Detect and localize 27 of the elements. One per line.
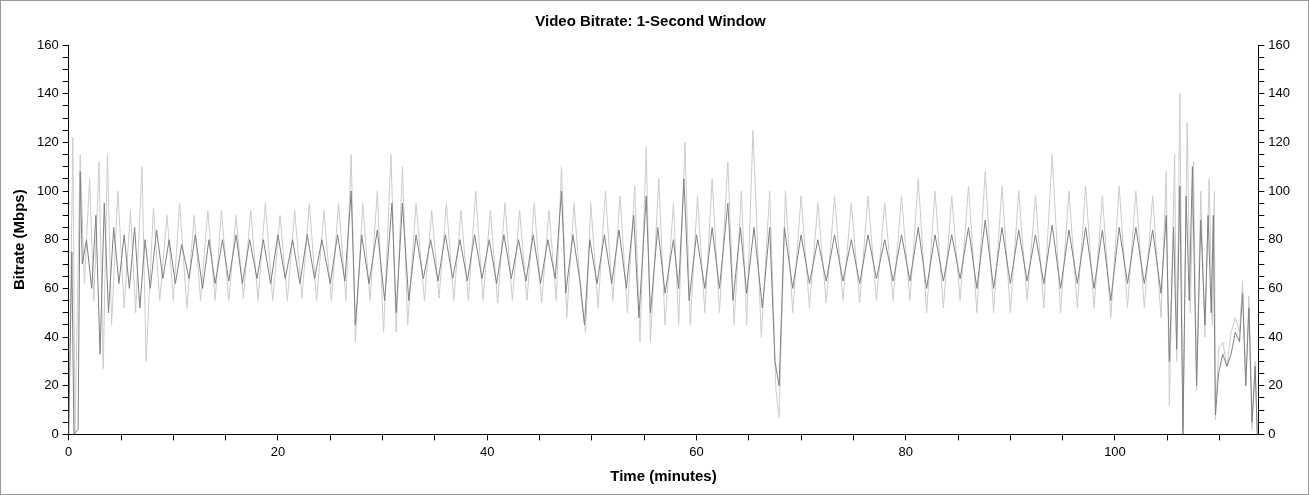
- y-tick-label: 140: [36, 85, 59, 101]
- x-axis-title: Time (minutes): [610, 467, 717, 485]
- y2-tick-label: 120: [1268, 133, 1291, 149]
- y-tick-label: 0: [51, 425, 59, 441]
- chart-title: Video Bitrate: 1-Second Window: [535, 12, 767, 30]
- y-tick-label: 20: [44, 377, 59, 393]
- x-tick-label: 100: [1104, 443, 1126, 459]
- x-tick-label: 40: [479, 443, 495, 459]
- y-tick-label: 120: [36, 133, 59, 149]
- y2-tick-label: 140: [1268, 85, 1291, 101]
- y-tick-label: 160: [36, 36, 59, 52]
- y2-tick-label: 0: [1268, 425, 1276, 441]
- x-tick-label: 20: [270, 443, 286, 459]
- x-tick-label: 60: [689, 443, 704, 459]
- y-tick-label: 40: [44, 328, 59, 344]
- y2-tick-label: 160: [1268, 36, 1291, 52]
- y2-tick-label: 100: [1268, 182, 1291, 198]
- y-tick-label: 60: [44, 279, 59, 295]
- y-tick-label: 100: [36, 182, 59, 198]
- y2-tick-label: 20: [1268, 377, 1283, 393]
- y2-tick-label: 60: [1268, 279, 1283, 295]
- y-tick-label: 80: [44, 231, 59, 247]
- y-axis-title: Bitrate (Mbps): [10, 189, 28, 291]
- y2-tick-label: 40: [1268, 328, 1283, 344]
- x-tick-label: 80: [898, 443, 913, 459]
- x-tick-label: 0: [65, 443, 73, 459]
- y2-tick-label: 80: [1268, 231, 1283, 247]
